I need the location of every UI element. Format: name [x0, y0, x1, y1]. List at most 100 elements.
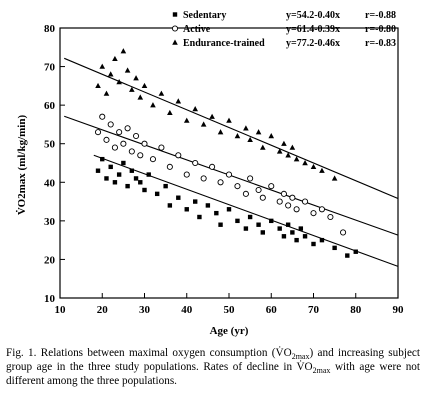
legend-equation: y=61.4-0.39x	[286, 24, 340, 35]
data-point	[353, 249, 358, 254]
data-point	[327, 213, 334, 221]
data-point	[125, 183, 130, 189]
data-point	[95, 82, 101, 89]
data-point	[193, 199, 198, 204]
data-point	[293, 156, 300, 162]
data-point	[116, 79, 122, 85]
data-point	[192, 159, 199, 167]
x-tick-label: 50	[224, 304, 236, 316]
data-point	[268, 133, 275, 139]
data-point	[184, 207, 189, 212]
data-point	[150, 102, 156, 108]
figure-caption: Fig. 1. Relations between maximal oxygen…	[6, 346, 420, 389]
data-point	[192, 106, 198, 112]
data-point	[285, 222, 291, 227]
y-tick-label: 60	[44, 100, 56, 112]
caption-sub-2: 2max	[312, 366, 331, 376]
data-point	[154, 191, 160, 197]
caption-end: with age were not different among the th…	[6, 361, 420, 388]
legend-name: Endurance-trained	[183, 38, 265, 49]
data-point	[137, 152, 144, 159]
data-point	[200, 175, 207, 182]
regression-lines	[64, 57, 399, 267]
data-point	[166, 163, 173, 170]
legend-equation: y=54.2-0.40x	[286, 10, 340, 21]
data-point	[298, 226, 304, 231]
data-point	[290, 230, 295, 235]
x-tick-label: 70	[308, 304, 320, 316]
data-point	[310, 210, 317, 217]
axis-ticks: 10 20 30 40 50 60 70 80 90 10 20 30 40 50 60 70 80	[44, 23, 404, 316]
data-point	[176, 195, 181, 200]
data-point	[141, 82, 148, 89]
data-point	[285, 152, 291, 158]
data-point	[146, 172, 151, 177]
data-point	[319, 237, 325, 243]
data-point	[311, 241, 316, 247]
caption-sub-1: 2max	[291, 352, 310, 362]
data-point	[128, 148, 135, 155]
regression-line	[93, 154, 399, 267]
data-point	[158, 90, 165, 96]
data-point	[137, 94, 144, 100]
legend-equation: y=77.2-0.46x	[286, 38, 340, 49]
data-point	[280, 190, 287, 197]
x-tick-label: 20	[97, 304, 109, 316]
data-point	[217, 129, 224, 135]
data-point	[142, 187, 147, 193]
y-tick-label: 70	[44, 62, 56, 74]
data-point	[112, 180, 118, 185]
data-point	[289, 144, 296, 150]
x-tick-label: 90	[393, 304, 405, 316]
data-point	[108, 164, 113, 170]
data-point	[340, 229, 347, 236]
chart: 10 20 30 40 50 60 70 80 90 10 20 30 40 50 60 70 80 Seden…	[15, 10, 404, 337]
data-point	[318, 206, 326, 213]
data-point	[124, 125, 131, 132]
data-point	[200, 121, 207, 127]
data-point	[103, 136, 110, 143]
data-point	[99, 113, 106, 120]
data-point	[104, 176, 109, 181]
data-point	[133, 176, 139, 181]
data-point	[345, 253, 350, 258]
data-point	[225, 171, 233, 178]
data-point	[121, 160, 126, 166]
caption-lead: Fig. 1. Relations between maximal oxygen…	[6, 347, 276, 359]
data-point	[260, 230, 265, 235]
y-tick-label: 30	[44, 216, 56, 228]
caption-mid: ) and increasing subject group age in th…	[6, 347, 421, 374]
data-point	[277, 226, 282, 231]
data-point	[116, 129, 123, 136]
data-point	[167, 109, 173, 116]
data-point	[281, 234, 287, 239]
y-tick-label: 20	[44, 254, 56, 266]
data-point	[268, 183, 275, 190]
data-point	[129, 168, 135, 173]
data-point	[269, 218, 274, 224]
data-point	[107, 121, 114, 128]
legend-r: r=-0.83	[365, 38, 396, 49]
caption-vo2-2: V̇O	[296, 361, 313, 374]
data-point	[120, 140, 127, 147]
data-point	[234, 133, 241, 139]
data-point	[214, 210, 219, 216]
y-axis-label: V̇O2max (ml/kg/min)	[15, 115, 28, 216]
data-point	[310, 163, 317, 170]
y-tick-label: 10	[44, 293, 56, 305]
data-point	[256, 222, 261, 227]
data-point	[247, 136, 253, 143]
caption-vo2-1: V̇O	[275, 347, 292, 359]
data-point	[331, 175, 338, 181]
data-point	[301, 198, 309, 205]
data-point	[226, 207, 232, 212]
data-point	[281, 140, 287, 146]
data-point	[226, 117, 232, 123]
legend-marker	[171, 25, 179, 32]
data-point	[302, 234, 308, 239]
data-point	[183, 117, 190, 123]
data-point	[163, 183, 168, 189]
data-point	[259, 194, 266, 201]
data-point	[247, 175, 254, 182]
data-point	[95, 168, 101, 173]
